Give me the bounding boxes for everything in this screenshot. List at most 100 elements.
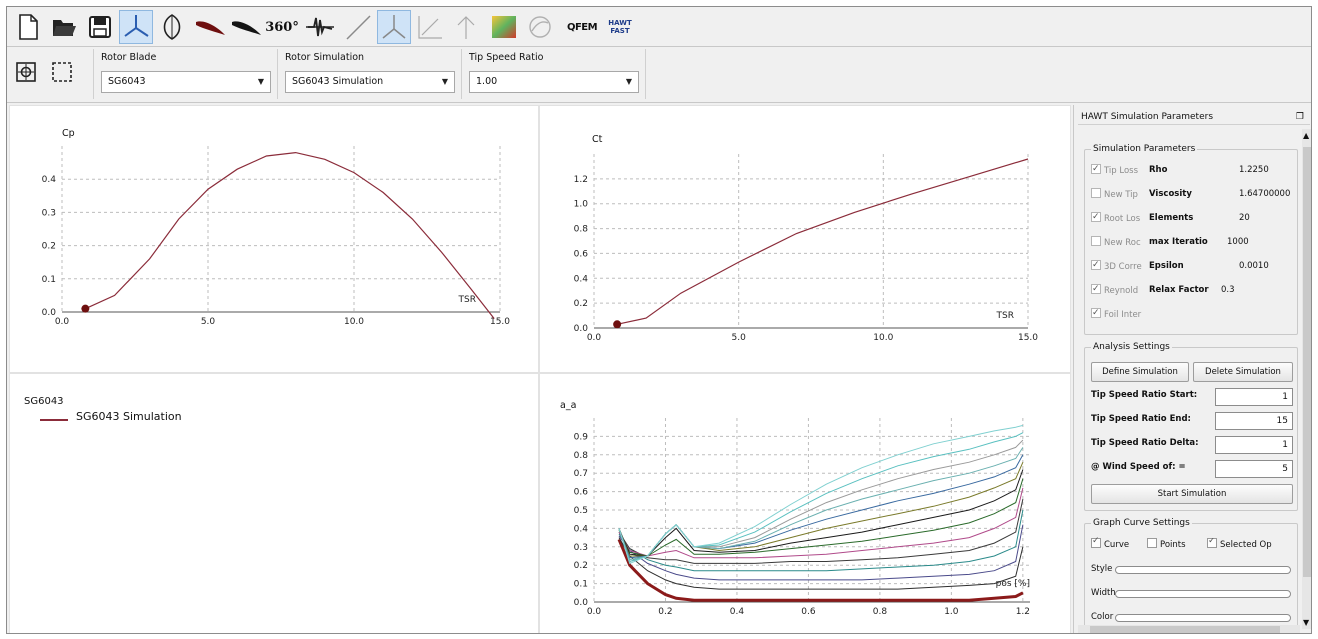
- width-label: Width: [1091, 588, 1116, 598]
- x-tick-label: 10.0: [344, 317, 364, 327]
- ct-graph-panel[interactable]: 0.0 5.0 10.0 15.0 0.0 0.2 0.4 0.6 0.8 1.0 1.2 Ct TSR: [539, 105, 1071, 373]
- scroll-up-icon[interactable]: ▲: [1303, 131, 1310, 140]
- y-tick-label: 0.4: [574, 524, 589, 534]
- y-tick-label: 0.0: [574, 598, 589, 608]
- width-selector[interactable]: [1115, 590, 1291, 598]
- checkbox-icon: [1091, 210, 1101, 224]
- chart-svg[interactable]: 0.0 0.2 0.4 0.6 0.8 1.0 1.2 0.0 0.1 0.2 0.3 0.4 0.5 0…: [540, 374, 1070, 634]
- x-tick-label: 0.0: [55, 317, 70, 327]
- tsr-delta-input[interactable]: 1: [1215, 436, 1293, 454]
- 3d-correction-checkbox[interactable]: 3D Corre: [1091, 258, 1142, 274]
- new-file-icon[interactable]: [11, 10, 45, 44]
- fit-view-icon[interactable]: [11, 57, 41, 87]
- series-line: [616, 158, 1029, 325]
- param-name: Rho: [1149, 165, 1168, 175]
- operating-point-marker: [613, 320, 622, 329]
- tsr-end-input[interactable]: 15: [1215, 412, 1293, 430]
- curve-checkbox[interactable]: Curve: [1091, 536, 1129, 550]
- blade-3d-icon[interactable]: [523, 10, 557, 44]
- x-tick-label: 0.6: [801, 607, 816, 617]
- param-name: max Iteratio: [1149, 237, 1208, 247]
- turbine-graph-icon[interactable]: [449, 10, 483, 44]
- chart-svg[interactable]: 0.0 5.0 10.0 15.0 0.0 0.2 0.4 0.6 0.8 1.0 1.2 Ct TSR: [540, 106, 1070, 372]
- characteristic-graph-icon[interactable]: [413, 10, 447, 44]
- hawt-fast-icon[interactable]: HAWT FAST: [608, 19, 632, 35]
- float-window-icon[interactable]: ❐: [1295, 112, 1304, 122]
- checkbox-icon: [1091, 258, 1101, 272]
- checkbox-icon: [1091, 236, 1101, 246]
- separator: [461, 49, 462, 99]
- rotor-blade-select[interactable]: SG6043 ▼: [101, 71, 271, 93]
- x-tick-label: 5.0: [201, 317, 216, 327]
- save-icon[interactable]: [83, 10, 117, 44]
- param-value: 0.0010: [1239, 261, 1269, 271]
- tsr-end-label: Tip Speed Ratio End:: [1091, 414, 1191, 424]
- series-line: [85, 151, 495, 319]
- legend-panel: SG6043 SG6043 Simulation: [9, 373, 539, 633]
- qfem-icon[interactable]: QFEM: [566, 21, 598, 33]
- weibull-map-icon[interactable]: [487, 10, 521, 44]
- polar-plot-icon[interactable]: [303, 10, 337, 44]
- series-line: [618, 478, 1024, 557]
- scroll-down-icon[interactable]: ▼: [1303, 618, 1310, 627]
- y-tick-label: 0.0: [42, 308, 57, 318]
- airfoil-design-icon[interactable]: [193, 10, 227, 44]
- tip-loss-checkbox[interactable]: Tip Loss: [1091, 162, 1138, 178]
- chevron-down-icon: ▼: [441, 77, 448, 86]
- checkbox-label: 3D Corre: [1104, 262, 1142, 272]
- zoom-window-icon[interactable]: [47, 57, 77, 87]
- tsr-start-input[interactable]: 1: [1215, 388, 1293, 406]
- axial-induction-graph-panel[interactable]: 0.0 0.2 0.4 0.6 0.8 1.0 1.2 0.0 0.1 0.2 0.3 0.4 0.5 0…: [539, 373, 1071, 634]
- points-checkbox[interactable]: Points: [1147, 538, 1186, 550]
- y-tick-label: 0.6: [574, 249, 589, 259]
- y-tick-label: 0.4: [42, 175, 57, 185]
- xfoil-analysis-icon[interactable]: [229, 10, 263, 44]
- vawt-rotor-icon[interactable]: [155, 10, 189, 44]
- scrollbar-thumb[interactable]: [1090, 626, 1280, 633]
- tip-speed-ratio-select[interactable]: 1.00 ▼: [469, 71, 639, 93]
- checkbox-icon: [1207, 538, 1217, 548]
- selector-toolbar: Rotor Blade SG6043 ▼ Rotor Simulation SG…: [7, 47, 1311, 103]
- checkbox-label: Reynold: [1104, 286, 1139, 296]
- y-tick-label: 0.9: [574, 432, 589, 442]
- foil-interpolation-checkbox[interactable]: Foil Inter: [1091, 306, 1141, 322]
- series-line: [618, 498, 1024, 564]
- rotor-graph-icon[interactable]: [377, 10, 411, 44]
- line-tool-icon[interactable]: [341, 10, 375, 44]
- checkbox-label: New Roc: [1104, 238, 1141, 248]
- legend-simulation-name: SG6043 Simulation: [76, 410, 182, 423]
- define-simulation-button[interactable]: Define Simulation: [1091, 362, 1189, 382]
- wind-speed-input[interactable]: 5: [1215, 460, 1293, 478]
- scrollbar-thumb[interactable]: [1303, 147, 1311, 577]
- param-value: 20: [1239, 213, 1250, 223]
- rotor-simulation-value: SG6043 Simulation: [292, 76, 384, 87]
- series-line: [618, 537, 1024, 590]
- start-simulation-button[interactable]: Start Simulation: [1091, 484, 1293, 504]
- cp-graph-panel[interactable]: 0.0 5.0 10.0 15.0 0.0 0.1 0.2 0.3 0.4 Cp TSR: [9, 105, 539, 373]
- x-tick-label: 15.0: [490, 317, 510, 327]
- checkbox-label: Selected Op: [1220, 540, 1272, 550]
- x-tick-label: 15.0: [1018, 333, 1038, 343]
- tip-speed-ratio-label: Tip Speed Ratio: [469, 52, 544, 63]
- graph-curve-settings-group: Graph Curve Settings Curve Points Select…: [1084, 518, 1298, 627]
- reynolds-drag-checkbox[interactable]: Reynold: [1091, 282, 1139, 298]
- selected-op-checkbox[interactable]: Selected Op: [1207, 538, 1297, 550]
- dock-vertical-scrollbar[interactable]: ▲ ▼: [1302, 129, 1311, 629]
- hawt-rotor-icon[interactable]: [119, 10, 153, 44]
- polar-360-extrapolation-icon[interactable]: 360°: [265, 19, 299, 35]
- delete-simulation-button[interactable]: Delete Simulation: [1193, 362, 1293, 382]
- new-tip-loss-checkbox[interactable]: New Tip: [1091, 188, 1138, 202]
- chart-svg[interactable]: 0.0 5.0 10.0 15.0 0.0 0.1 0.2 0.3 0.4 Cp TSR: [10, 106, 538, 372]
- style-selector[interactable]: [1115, 566, 1291, 574]
- root-loss-checkbox[interactable]: Root Los: [1091, 210, 1140, 226]
- y-tick-label: 0.2: [42, 242, 56, 252]
- graph-curve-settings-title: Graph Curve Settings: [1091, 518, 1192, 528]
- open-folder-icon[interactable]: [47, 10, 81, 44]
- param-name: Elements: [1149, 213, 1194, 223]
- color-selector[interactable]: [1115, 614, 1291, 622]
- new-root-loss-checkbox[interactable]: New Roc: [1091, 236, 1141, 250]
- dock-title: HAWT Simulation Parameters: [1081, 112, 1214, 122]
- checkbox-icon: [1091, 162, 1101, 176]
- rotor-simulation-select[interactable]: SG6043 Simulation ▼: [285, 71, 455, 93]
- dock-horizontal-scrollbar[interactable]: [1078, 625, 1300, 633]
